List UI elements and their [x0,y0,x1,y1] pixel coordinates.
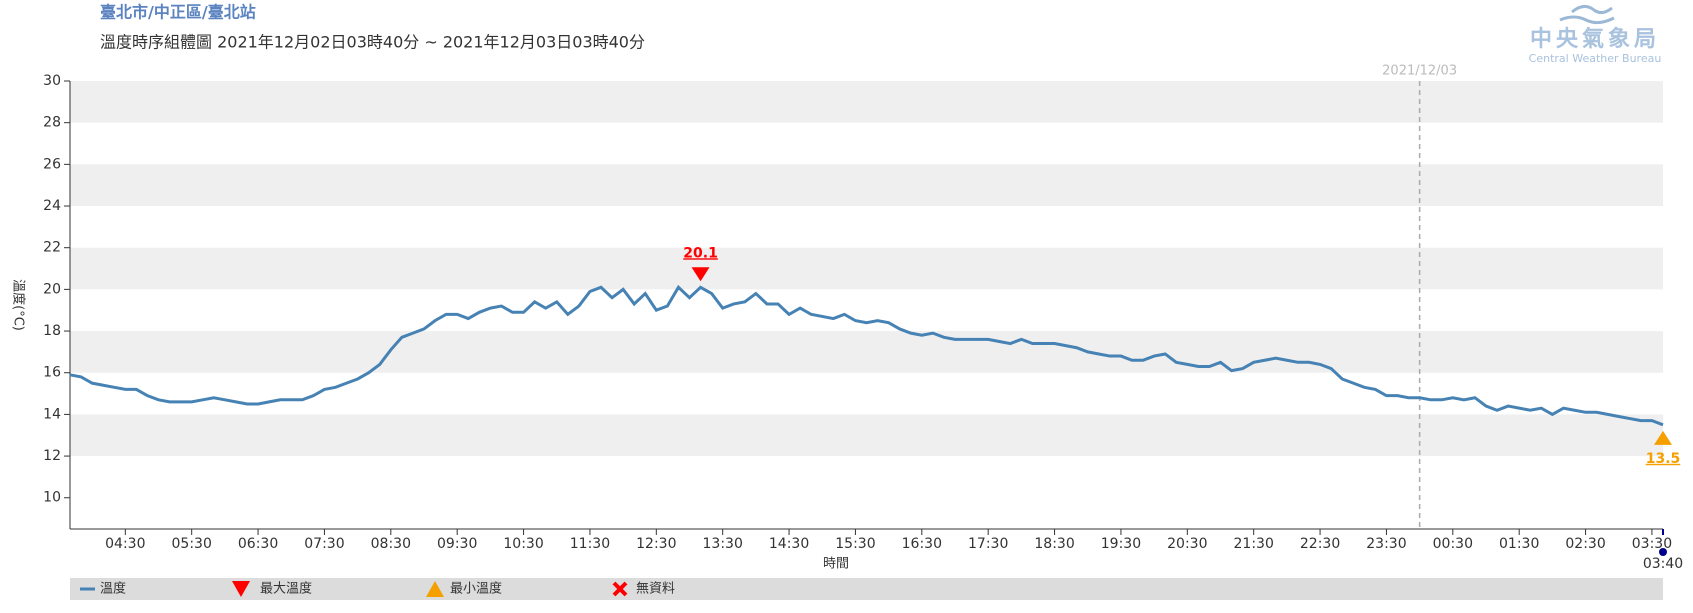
max-marker [691,267,710,282]
end-dot [1659,548,1667,556]
x-tick-label: 04:30 [105,536,145,552]
logo-title: 中央氣象局 [1530,26,1660,52]
logo-subtitle: Central Weather Bureau [1529,52,1662,65]
grid-band [70,81,1663,123]
legend-max-icon [232,581,250,597]
legend-label: 最小溫度 [450,581,502,597]
x-tick-label: 15:30 [835,536,875,552]
y-tick-label: 24 [43,198,61,214]
logo-icon [1559,5,1615,25]
x-tick-label: 05:30 [172,536,212,552]
y-tick-label: 10 [43,490,61,506]
min-marker [1654,430,1672,445]
y-tick-label: 28 [43,115,61,131]
x-tick-label: 03:40 [1643,556,1683,572]
grid-band [70,331,1663,373]
x-tick-label: 13:30 [703,536,743,552]
location: 臺北市/中正區/臺北站 [100,3,256,22]
x-tick-label: 16:30 [902,536,942,552]
legend-label: 溫度 [100,581,126,597]
x-tick-label: 10:30 [503,536,543,552]
legend-label: 無資料 [636,582,675,597]
min-label: 13.5 [1646,451,1681,467]
x-tick-label: 20:30 [1167,536,1207,552]
grid-band [70,247,1663,290]
legend-label: 最大溫度 [260,581,312,597]
y-tick-label: 26 [43,156,61,172]
y-tick-label: 20 [43,281,61,297]
x-axis-label: 時間 [823,557,849,572]
x-tick-label: 03:30 [1632,536,1672,552]
x-tick-label: 14:30 [769,536,809,552]
y-axis-label: 溫度(°C) [11,279,27,331]
y-tick-label: 12 [43,448,61,464]
legend-bg [70,578,1663,600]
day-line-label: 2021/12/03 [1382,64,1457,79]
x-tick-label: 19:30 [1101,536,1141,552]
y-tick-label: 16 [43,365,61,381]
x-tick-label: 12:30 [636,536,676,552]
x-tick-label: 02:30 [1565,536,1605,552]
x-tick-label: 00:30 [1433,536,1473,552]
x-tick-label: 08:30 [371,536,411,552]
x-tick-label: 07:30 [304,536,344,552]
temperature-line [69,284,1664,427]
y-tick-label: 18 [43,323,61,339]
y-tick-label: 30 [43,73,61,89]
x-tick-label: 17:30 [968,536,1008,552]
grid-band [70,414,1663,457]
x-tick-label: 01:30 [1499,536,1539,552]
chart-title: 溫度時序組體圖 2021年12月02日03時40分 ~ 2021年12月03日0… [100,33,645,52]
x-tick-label: 22:30 [1300,536,1340,552]
max-label: 20.1 [683,245,718,261]
y-tick-label: 14 [43,406,61,422]
x-tick-label: 18:30 [1034,536,1074,552]
x-tick-label: 11:30 [570,536,610,552]
x-tick-label: 21:30 [1234,536,1274,552]
x-tick-label: 09:30 [437,536,477,552]
x-tick-label: 23:30 [1366,536,1406,552]
y-tick-label: 22 [43,240,61,256]
legend-min-icon [426,581,444,597]
x-tick-label: 06:30 [238,536,278,552]
legend-nodata-icon [612,581,628,597]
grid-band [70,164,1663,207]
